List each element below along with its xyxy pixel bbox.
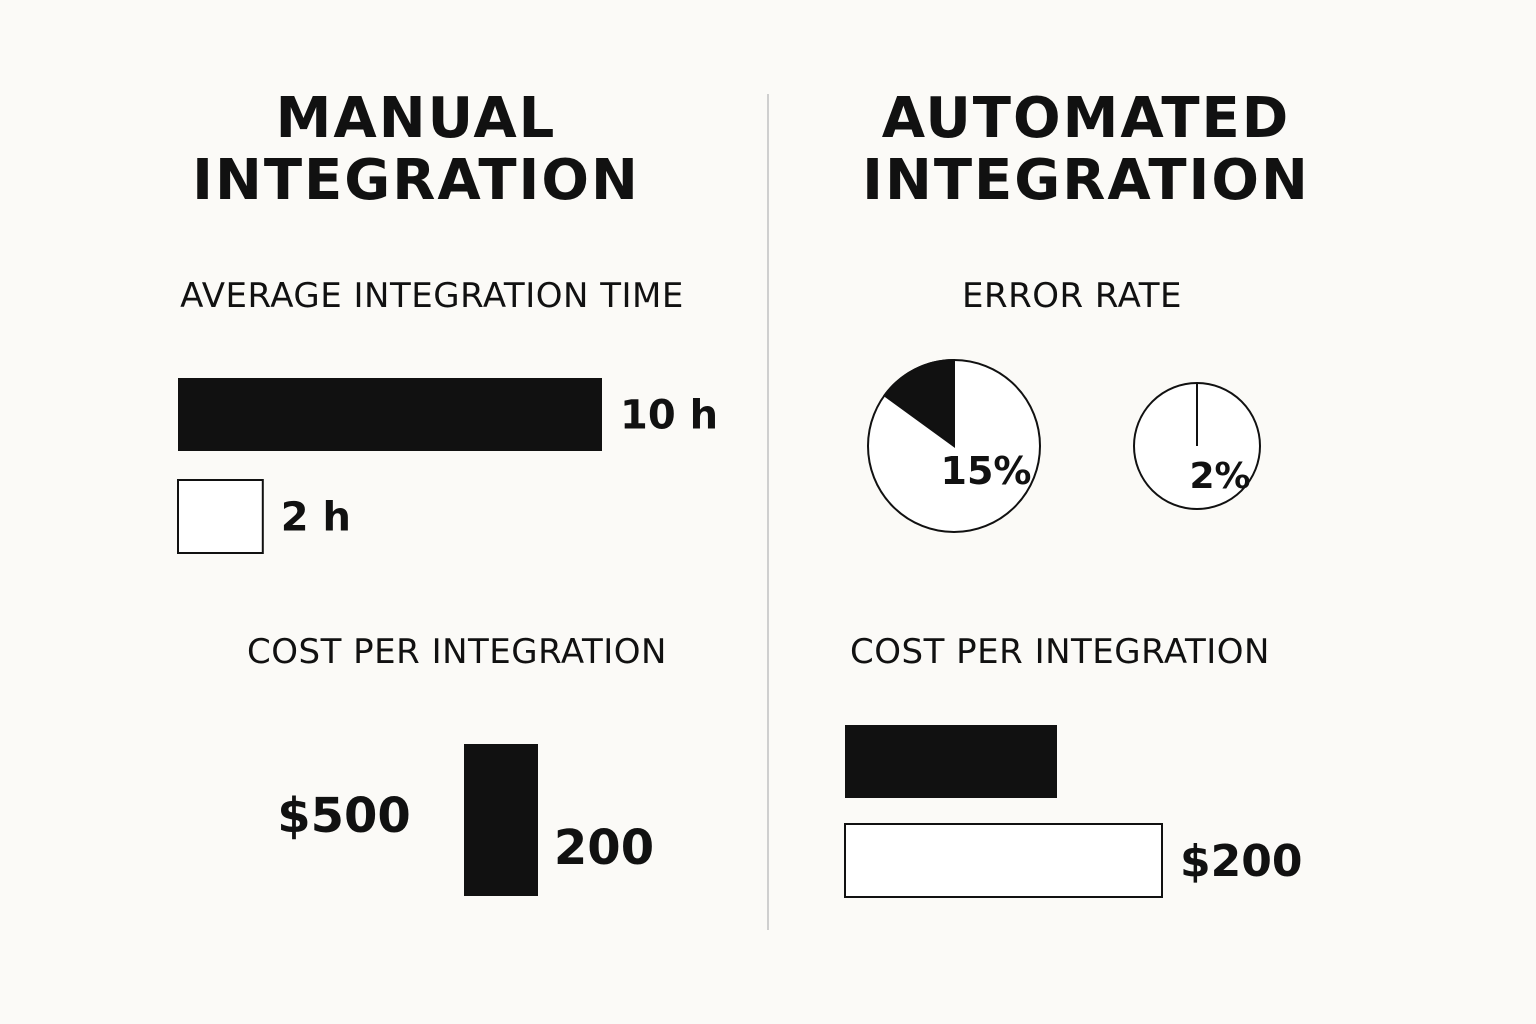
heading-line: AUTOMATED xyxy=(881,86,1291,151)
panel-divider xyxy=(767,94,769,930)
manual-integration-heading: MANUAL INTEGRATION xyxy=(116,88,716,212)
error-pie-slice xyxy=(883,358,955,448)
integration-time-title: AVERAGE INTEGRATION TIME xyxy=(180,276,684,316)
automated-integration-heading: AUTOMATED INTEGRATION xyxy=(786,88,1386,212)
manual-cost-bar xyxy=(464,744,538,896)
error-rate-title: ERROR RATE xyxy=(961,276,1183,316)
manual-cost-label: $500 xyxy=(277,788,411,844)
error-pie-label: 2% xyxy=(1189,456,1250,497)
manual-cost-secondary-label: 200 xyxy=(554,820,654,876)
heading-line: INTEGRATION xyxy=(192,148,640,213)
heading-line: MANUAL xyxy=(275,86,557,151)
time-bar-manual xyxy=(178,378,602,451)
time-bar-automated xyxy=(177,479,264,554)
time-bar-label: 10 h xyxy=(620,393,718,439)
heading-line: INTEGRATION xyxy=(862,148,1310,213)
error-pie-label: 15% xyxy=(941,449,1032,493)
automated-cost-label: $200 xyxy=(1180,836,1302,887)
manual-cost-title: COST PER INTEGRATION xyxy=(247,632,667,672)
automated-cost-bar-outline xyxy=(844,823,1163,898)
time-bar-label: 2 h xyxy=(281,495,351,541)
automated-cost-bar-filled xyxy=(845,725,1057,798)
automated-cost-title: COST PER INTEGRATION xyxy=(850,632,1270,672)
